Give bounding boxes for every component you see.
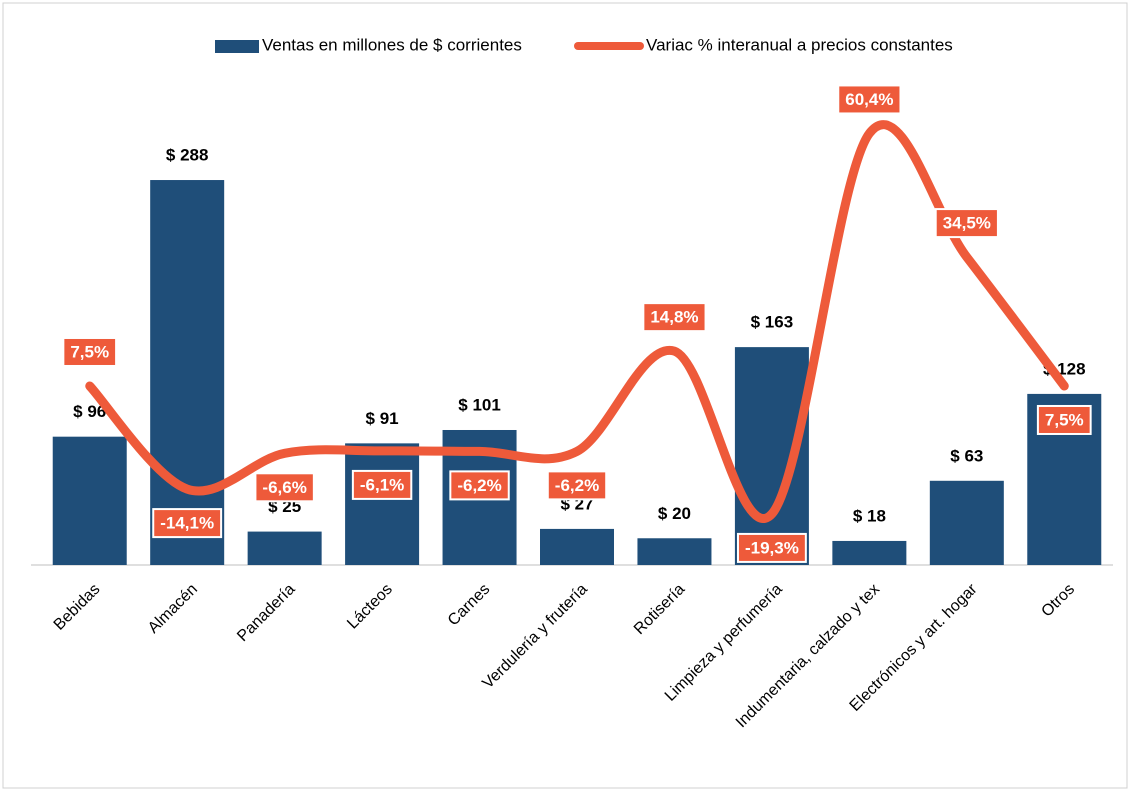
bar-value-label: $ 288 (166, 146, 209, 165)
line-value-label: -6,2% (546, 470, 608, 501)
line-value-box (62, 336, 118, 367)
line-value-label: -19,3% (736, 532, 807, 563)
bar (150, 180, 225, 566)
line-value-text: -19,3% (745, 538, 799, 557)
bar-value-label: $ 20 (658, 504, 691, 523)
line-value-text: -6,1% (360, 475, 404, 494)
bar-value-label: $ 101 (458, 395, 501, 414)
line-value-text: 60,4% (845, 90, 893, 109)
line-value-box (449, 470, 510, 501)
line-value-label: -6,6% (254, 472, 315, 503)
line-value-box (642, 302, 707, 333)
line-value-box (351, 469, 413, 500)
line-value-text: -6,6% (262, 478, 306, 497)
line-value-label: -14,1% (152, 508, 223, 539)
line-value-box (152, 508, 223, 539)
bar-value-label: $ 18 (853, 506, 886, 525)
line-value-text: 7,5% (1045, 410, 1084, 429)
line-value-box (1036, 404, 1092, 435)
line-value-text: 34,5% (943, 214, 991, 233)
line-value-label: 34,5% (934, 208, 999, 239)
line-value-box (736, 532, 807, 563)
line-value-label: 7,5% (62, 336, 118, 367)
bar (929, 480, 1004, 565)
bar (247, 531, 322, 565)
legend-label: Ventas en millones de $ corrientes (262, 35, 522, 54)
line-value-label: 60,4% (837, 84, 902, 115)
legend-swatch (215, 40, 259, 53)
line-value-label: 7,5% (1036, 404, 1092, 435)
legend-label: Variac % interanual a precios constantes (646, 35, 953, 54)
line-value-text: 14,8% (650, 308, 698, 327)
bar (832, 540, 907, 565)
line-value-text: 7,5% (70, 342, 109, 361)
bar-value-label: $ 91 (366, 409, 399, 428)
bar (52, 436, 127, 565)
bar-value-label: $ 96 (73, 402, 106, 421)
line-value-box (546, 470, 608, 501)
line-value-label: 14,8% (642, 302, 707, 333)
bar (345, 443, 420, 565)
bar (540, 528, 614, 565)
line-value-label: -6,2% (449, 470, 510, 501)
line (85, 120, 1069, 523)
line-value-box (254, 472, 315, 503)
line-value-text: -6,2% (555, 476, 599, 495)
line-value-box (934, 208, 999, 239)
line-value-label: -6,1% (351, 469, 413, 500)
bar-value-label: $ 163 (751, 313, 794, 332)
line-value-box (837, 84, 902, 115)
line-value-text: -6,2% (457, 476, 501, 495)
bar (637, 538, 712, 565)
bar-value-label: $ 63 (950, 446, 983, 465)
line-value-text: -14,1% (160, 514, 214, 533)
